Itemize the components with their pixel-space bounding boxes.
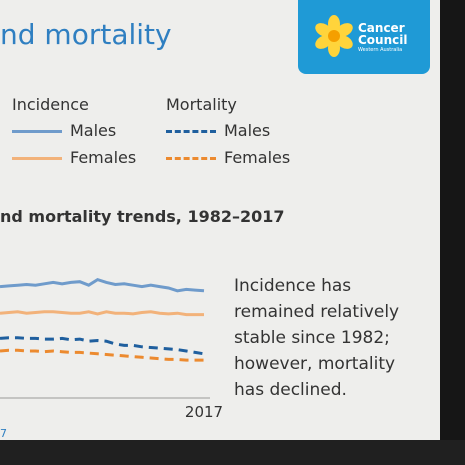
cancer-council-logo: Cancer Council Western Australia [298, 0, 430, 74]
legend-swatch-mortality-males [166, 130, 216, 133]
annotation-line: however, mortality [234, 354, 396, 374]
legend-swatch-mortality-females [166, 157, 216, 160]
trend-chart: 2017 [0, 277, 223, 421]
series-line-incidence-males [0, 277, 205, 293]
chart-title: nd mortality trends, 1982–2017 [0, 207, 285, 226]
series-line-mortality-females [0, 348, 204, 362]
dark-background-bottom [0, 440, 465, 465]
logo-text-line3: Western Australia [358, 47, 403, 53]
slide: nd mortality Cancer Council Western Aust… [0, 0, 440, 440]
annotation-line: remained relatively [234, 302, 400, 322]
legend-incidence-header: Incidence [12, 95, 89, 114]
legend-label-incidence-females: Females [70, 148, 137, 167]
legend-label-mortality-females: Females [224, 148, 291, 167]
legend-swatch-incidence-females [12, 157, 62, 160]
slide-title: nd mortality [0, 18, 172, 51]
logo-text-line1: Cancer [358, 21, 405, 35]
dark-background-right [440, 0, 465, 465]
annotation-line: stable since 1982; [234, 328, 390, 348]
annotation-line: Incidence has [234, 276, 352, 296]
logo-text-line2: Council [358, 33, 408, 47]
daffodil-icon [315, 15, 353, 57]
series-line-incidence-females [0, 310, 204, 317]
legend-mortality-header: Mortality [166, 95, 237, 114]
annotation-line: has declined. [234, 380, 347, 400]
x-tick-label: 2017 [185, 403, 223, 421]
annotation-text: Incidence has remained relatively stable… [234, 273, 434, 403]
legend-label-incidence-males: Males [70, 121, 117, 140]
legend-swatch-incidence-males [12, 130, 62, 133]
footer-text: 7 [0, 427, 7, 440]
series-line-mortality-males [0, 336, 205, 356]
legend-label-mortality-males: Males [224, 121, 271, 140]
